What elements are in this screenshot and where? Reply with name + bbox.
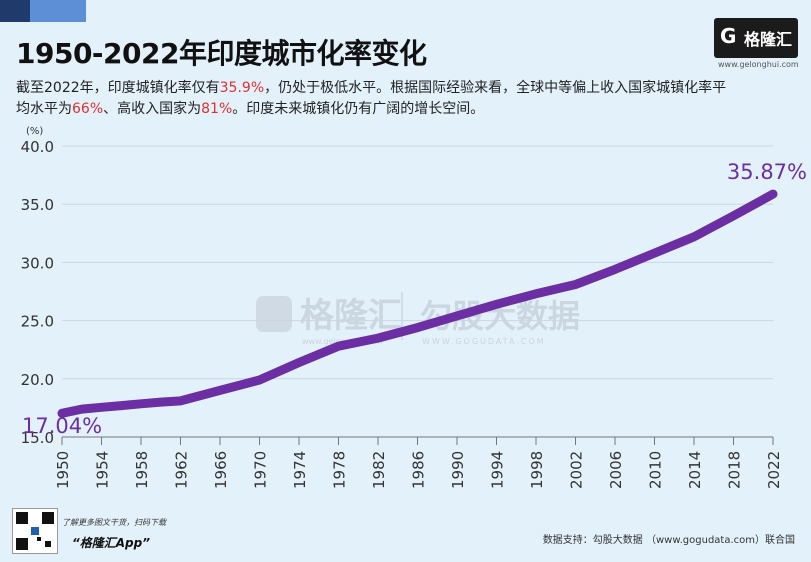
x-tick-label: 1950 <box>54 451 72 489</box>
x-tick-label: 1958 <box>133 451 151 489</box>
y-tick-label: 25.0 <box>21 313 54 331</box>
chart-title: 1950-2022年印度城市化率变化 <box>16 37 427 70</box>
y-tick-label: 35.0 <box>21 196 54 214</box>
grid-lines <box>62 145 773 438</box>
y-tick-label: 30.0 <box>21 254 54 272</box>
x-tick-label: 1998 <box>528 451 546 489</box>
x-tick-label: 1986 <box>410 451 428 489</box>
x-tick-label: 1994 <box>489 451 507 489</box>
y-tick-label: 15.0 <box>21 429 54 447</box>
header-accent-light <box>30 0 86 22</box>
y-axis: 15.0 20.0 25.0 30.0 35.0 40.0 <box>21 138 54 447</box>
x-tick-label: 1990 <box>449 451 467 489</box>
y-tick-label: 20.0 <box>21 371 54 389</box>
brand-logo: G 格隆汇 <box>714 18 798 58</box>
footer-data-source: 数据支持：勾股大数据 （www.gogudata.com）联合国 <box>542 535 795 546</box>
subtitle-value-upper-middle: 66% <box>72 101 104 117</box>
x-tick-label: 1978 <box>331 451 349 489</box>
subtitle-value-india: 35.9% <box>219 80 265 96</box>
x-tick-label: 2002 <box>568 451 586 489</box>
annotation-start-value: 17.04% <box>22 414 102 438</box>
subtitle-part-4: 。印度未来城镇化仍有广阔的增长空间。 <box>232 101 485 117</box>
y-axis-label: (%) <box>26 126 43 137</box>
x-axis: 1950 1954 1958 1962 1966 1970 1974 1978 1982 1986… <box>54 436 783 489</box>
subtitle-part-1: 截至2022年，印度城镇化率仅有 <box>16 80 220 96</box>
header-accent-dark <box>0 0 30 22</box>
x-tick-label: 1974 <box>291 451 309 489</box>
footer-download-hint: 了解更多图文干货，扫码下载 <box>62 518 166 527</box>
x-tick-label: 2018 <box>726 451 744 489</box>
x-tick-label: 2006 <box>607 451 625 489</box>
subtitle-part-3: 、高收入国家为 <box>103 101 202 117</box>
x-tick-label: 1954 <box>94 451 112 489</box>
x-tick-label: 1962 <box>173 451 191 489</box>
x-tick-label: 1982 <box>370 451 388 489</box>
x-tick-label: 2010 <box>647 451 665 489</box>
subtitle-value-high-income: 81% <box>201 101 233 117</box>
x-tick-label: 2022 <box>765 451 783 489</box>
x-tick-label: 1970 <box>252 451 270 489</box>
watermark-gogudata-url: WWW.GOGUDATA.COM <box>422 337 546 346</box>
watermark-gelonghui: 格隆汇 <box>300 296 402 336</box>
subtitle-part-2: ，仍处于极低水平。根据国际经验来看，全球中等偏上收入国家城镇化率平均水平为 <box>16 80 727 117</box>
logo-text: 格隆汇 <box>744 30 793 49</box>
footer-app-name: “格隆汇App” <box>72 536 150 550</box>
x-tick-label: 1966 <box>212 451 230 489</box>
y-tick-label: 40.0 <box>21 138 54 156</box>
annotation-end-value: 35.87% <box>727 160 807 184</box>
series-line-urbanization <box>57 189 778 418</box>
watermark-logo-icon <box>256 296 292 332</box>
qr-code-icon <box>12 508 58 554</box>
x-tick-label: 2014 <box>686 451 704 489</box>
chart-subtitle: 截至2022年，印度城镇化率仅有35.9%，仍处于极低水平。根据国际经验来看，全… <box>16 78 736 120</box>
logo-g-icon: G <box>720 24 737 48</box>
logo-url: www.gelonghui.com <box>718 60 799 69</box>
